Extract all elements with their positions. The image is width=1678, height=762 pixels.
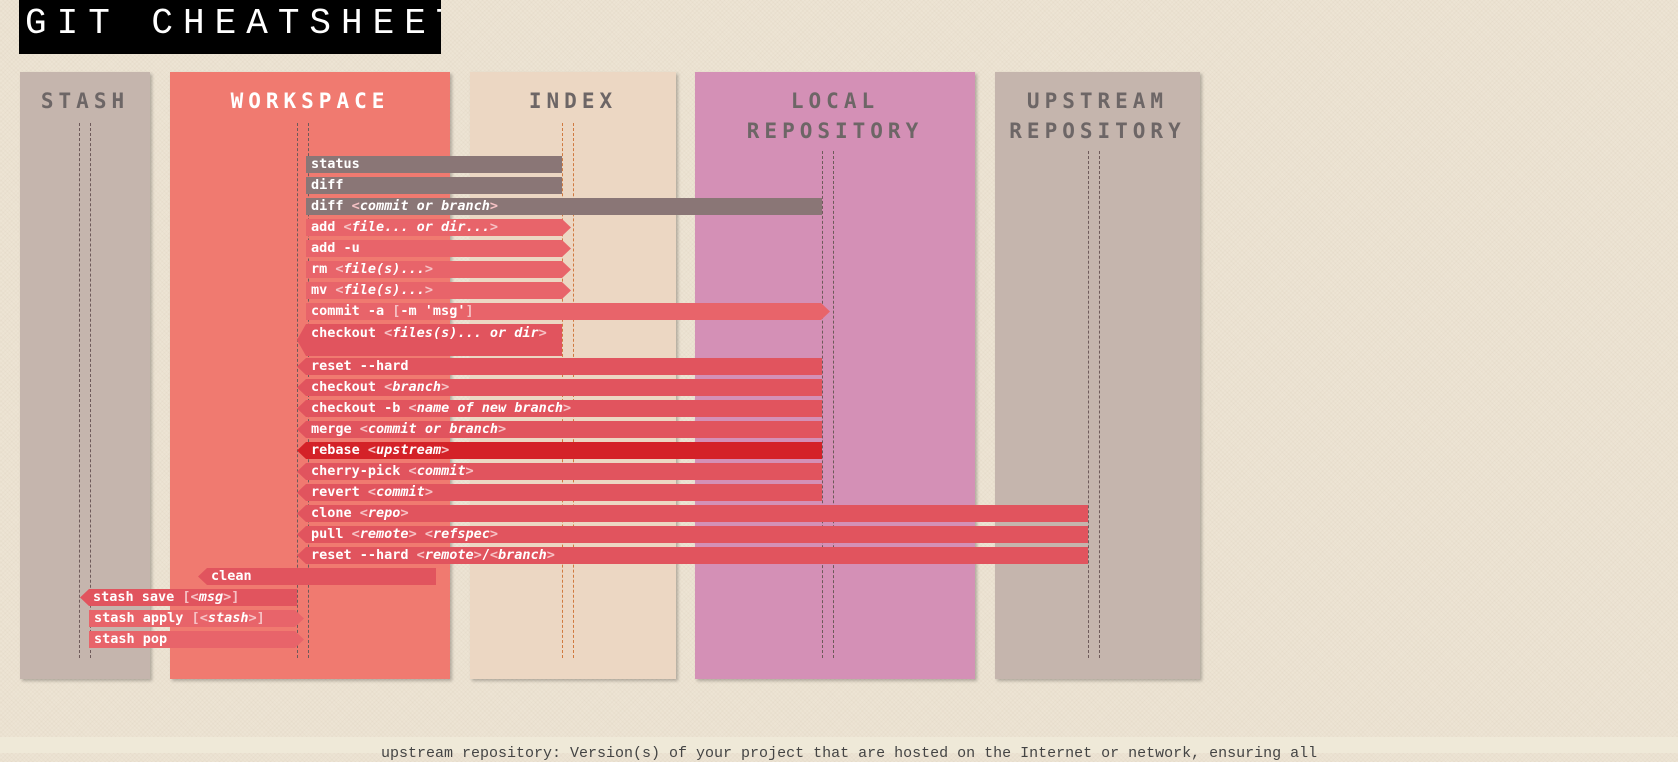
command-add[interactable]: add <file... or dir...>: [306, 219, 571, 236]
command-cherry-pick[interactable]: cherry-pick <commit>: [297, 463, 822, 480]
column-local-repository[interactable]: LOCAL REPOSITORY: [695, 72, 975, 679]
command-checkout-b[interactable]: checkout -b <name of new branch>: [297, 400, 822, 417]
command-stash-apply[interactable]: stash apply [<stash>]: [89, 610, 304, 627]
command-revert[interactable]: revert <commit>: [297, 484, 822, 501]
column-upstream-repository-label: UPSTREAM REPOSITORY: [1009, 89, 1186, 143]
command-status[interactable]: status: [306, 156, 562, 173]
command-checkout-branch[interactable]: checkout <branch>: [297, 379, 822, 396]
stash-guide-line: [79, 123, 91, 658]
column-workspace-label: WORKSPACE: [230, 89, 390, 113]
command-rebase[interactable]: rebase <upstream>: [297, 442, 822, 459]
command-merge[interactable]: merge <commit or branch>: [297, 421, 822, 438]
upstream-guide-line: [1088, 151, 1100, 658]
command-checkout-files[interactable]: checkout <files(s)... or dir>: [297, 324, 562, 356]
command-diff[interactable]: diff: [306, 177, 562, 194]
column-stash[interactable]: STASH: [20, 72, 150, 679]
column-upstream-repository[interactable]: UPSTREAM REPOSITORY: [995, 72, 1200, 679]
command-clone[interactable]: clone <repo>: [297, 505, 1088, 522]
command-diff-commit[interactable]: diff <commit or branch>: [306, 198, 822, 215]
column-stash-label: STASH: [40, 89, 130, 113]
command-reset-hard-remote[interactable]: reset --hard <remote>/<branch>: [297, 547, 1088, 564]
command-commit-a[interactable]: commit -a [-m 'msg']: [306, 303, 830, 320]
column-index-label: INDEX: [528, 89, 618, 113]
command-stash-pop[interactable]: stash pop: [89, 631, 304, 648]
command-reset-hard[interactable]: reset --hard: [297, 358, 822, 375]
command-rm[interactable]: rm <file(s)...>: [306, 261, 571, 278]
command-pull[interactable]: pull <remote> <refspec>: [297, 526, 1088, 543]
local-guide-line: [822, 151, 834, 658]
footer-text: upstream repository: Version(s) of your …: [381, 745, 1318, 762]
command-stash-save[interactable]: stash save [<msg>]: [80, 589, 297, 606]
command-mv[interactable]: mv <file(s)...>: [306, 282, 571, 299]
command-add-u[interactable]: add -u: [306, 240, 571, 257]
footer-band: [0, 737, 1678, 753]
page-title: GIT CHEATSHEET: [19, 0, 441, 54]
command-clean[interactable]: clean: [198, 568, 436, 585]
column-local-repository-label: LOCAL REPOSITORY: [746, 89, 924, 143]
